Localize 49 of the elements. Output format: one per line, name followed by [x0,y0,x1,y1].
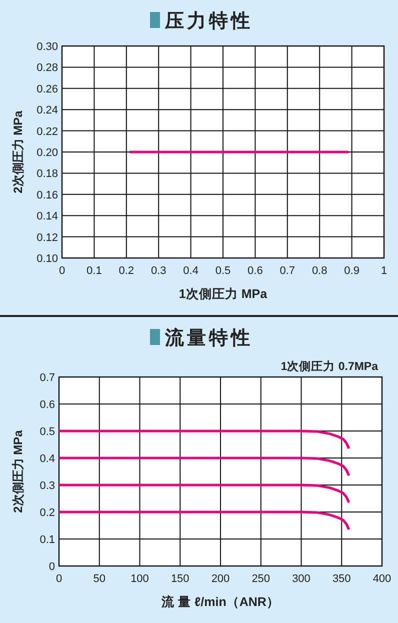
y-tick-label: 0.16 [36,189,58,202]
x-tick-label: 100 [130,573,149,585]
x-tick-label: 0.9 [344,265,360,277]
y-axis-title: 2次側圧力 MPa [11,110,25,194]
x-tick-label: 1 [380,265,388,277]
x-tick-label: 0.6 [248,265,263,277]
x-tick-label: 0.5 [215,265,231,277]
y-tick-label: 0.26 [36,83,58,96]
y-tick-label: 0.22 [36,126,58,138]
x-axis-title: 流 量 ℓ/min（ANR） [160,594,280,609]
y-tick-label: 0.18 [36,168,58,180]
x-tick-label: 400 [372,573,392,585]
x-tick-label: 0.3 [150,265,166,277]
y-tick-label: 0 [48,561,55,573]
y-tick-label: 0.20 [36,147,58,159]
x-tick-label: 50 [93,573,106,585]
x-tick-label: 0.2 [118,265,134,277]
y-tick-label: 0.24 [36,104,58,117]
y-tick-label: 0.6 [40,399,55,411]
y-tick-label: 0.7 [40,372,55,384]
y-axis-title: 2次側圧力 MPa [11,430,25,513]
line-series [58,456,350,477]
line-series [58,430,350,450]
x-tick-label: 0.1 [86,265,102,277]
y-tick-label: 0.28 [36,62,58,74]
x-axis-title: 1次側圧力 MPa [178,287,268,301]
x-tick-label: 200 [211,573,230,585]
y-tick-label: 0.14 [36,210,58,223]
y-tick-label: 0.10 [36,253,58,265]
x-tick-label: 0 [58,265,66,277]
line-series [58,484,350,504]
x-tick-label: 250 [252,573,270,585]
line-series [58,510,350,531]
x-tick-label: 300 [292,573,310,585]
chart-title: 流量特性 [164,327,253,349]
y-tick-label: 0.4 [40,453,55,465]
x-tick-label: 0.8 [312,265,328,277]
y-tick-label: 0.3 [40,480,55,492]
y-tick-label: 0.5 [40,426,55,438]
chart-subtitle: 1次側圧力 0.7MPa [280,359,379,373]
y-tick-label: 0.1 [40,534,55,546]
x-tick-label: 0.4 [183,265,198,277]
y-tick-label: 0.2 [40,507,55,519]
x-tick-label: 150 [170,573,190,585]
y-tick-label: 0.12 [36,232,58,244]
x-tick-label: 0.7 [280,265,296,277]
y-tick-label: 0.30 [36,41,58,53]
x-tick-label: 350 [332,573,351,585]
chart-title: 压力特性 [164,10,253,32]
